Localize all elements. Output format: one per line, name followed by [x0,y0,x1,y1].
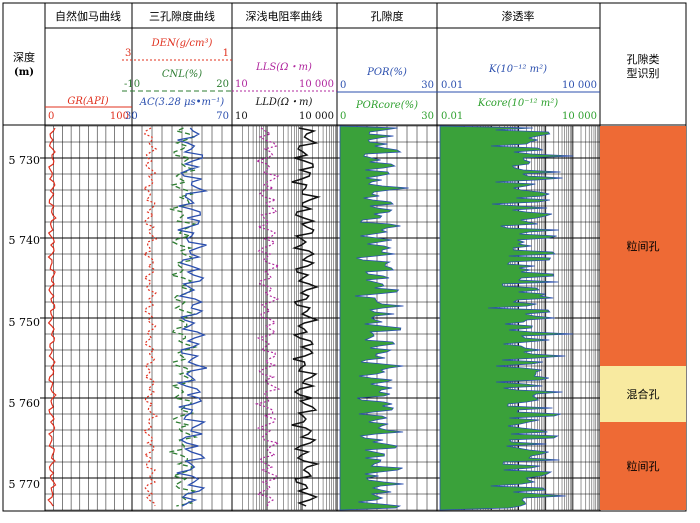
pore-zone [600,366,686,422]
depth-tick-label: 5 770 [9,478,41,491]
den-min: 3 [125,48,131,59]
porcore-max: 30 [421,111,434,122]
depth-tick-label: 5 740 [9,234,41,247]
k-min: 0.01 [441,80,463,91]
lls-label: LLS(Ω・m) [255,62,312,73]
lls-max: 10 000 [299,79,334,90]
lld-max: 10 000 [299,111,334,122]
kcore-label: Kcore(10⁻¹² m²) [477,98,558,109]
cnl-min: -10 [124,79,140,90]
k-max: 10 000 [562,80,597,91]
lls-min: 10 [235,79,248,90]
track-title-gr: 自然伽马曲线 [55,9,121,23]
lld-curve [291,127,321,507]
pore-zone-label: 粒间孔 [627,459,660,473]
pore-zone [600,126,686,366]
depth-title: 深度 [13,50,35,64]
porcore-label: PORcore(%) [355,100,418,111]
porcore-min: 0 [340,111,346,122]
cnl-label: CNL(%) [162,69,202,80]
por-min: 0 [340,80,346,91]
kcore-min: 0.01 [441,111,463,122]
depth-axis: 5 730 5 740 5 750 5 760 5 770 [9,154,41,491]
track-title-por: 孔隙度 [371,9,404,23]
gr-min: 0 [48,111,54,122]
lls-curve [254,127,281,506]
track-title-resistivity: 深浅电阻率曲线 [246,9,323,23]
track-title-porosity: 三孔隙度曲线 [149,9,215,23]
pore-zone-label: 混合孔 [627,387,660,401]
pore-zone-label: 粒间孔 [627,239,660,253]
track-title-pore: 孔隙类 [627,52,660,66]
gr-max: 100 [110,111,129,122]
depth-tick-label: 5 760 [9,397,41,410]
gr-curve [47,127,57,507]
cnl-max: 20 [216,79,229,90]
ac-curve [176,127,209,507]
ac-label: AC(3.28 μs•m⁻¹) [139,97,225,108]
por-max: 30 [421,80,434,91]
por-label: POR(%) [366,67,407,78]
perm-fill [439,125,574,511]
ac-max: 70 [216,111,229,122]
cnl-curve [168,127,199,507]
den-label: DEN(g/cm³) [151,38,213,49]
track-title-pore-2: 型识别 [627,66,660,80]
track-title-perm: 渗透率 [502,9,535,23]
depth-tick-label: 5 750 [9,316,41,329]
gr-label: GR(API) [67,96,108,107]
log-curves [47,125,574,511]
pore-zone [600,422,686,510]
depth-unit: (m) [14,67,34,78]
den-curve [142,127,159,507]
lld-min: 10 [235,111,248,122]
ac-min: 30 [125,111,138,122]
por-fill [339,125,409,511]
den-max: 1 [223,48,229,59]
kcore-max: 10 000 [562,111,597,122]
depth-tick-label: 5 730 [9,154,41,167]
k-label: K(10⁻¹² m²) [488,64,547,75]
lld-label: LLD(Ω・m) [255,97,313,108]
